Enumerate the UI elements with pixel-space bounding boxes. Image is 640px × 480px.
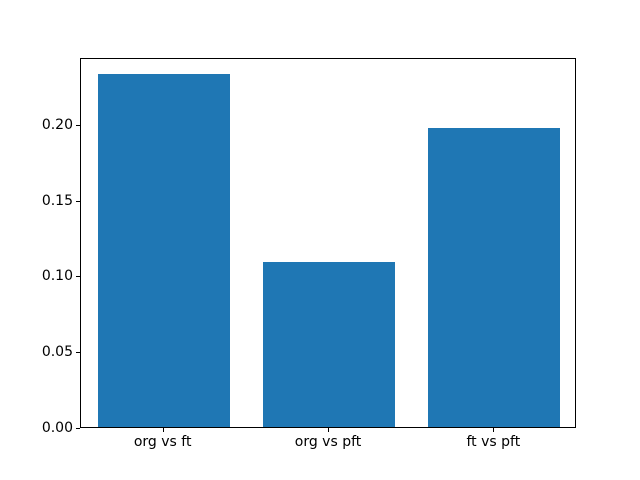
y-axis-tick-mark <box>76 352 80 354</box>
x-axis-category-label: org vs ft <box>133 434 192 450</box>
bar-org-vs-pft <box>262 261 396 427</box>
bar-ft-vs-pft <box>428 128 561 427</box>
bar-org-vs-ft <box>97 73 230 427</box>
y-axis-tick-label: 0.05 <box>41 344 73 361</box>
x-axis-tick-mark <box>493 428 495 432</box>
x-axis-category-label: ft vs pft <box>466 434 521 450</box>
x-axis-tick-mark <box>328 428 329 432</box>
y-axis-tick-mark <box>76 200 80 202</box>
x-axis-category-label: org vs pft <box>294 434 362 450</box>
y-axis-tick-label: 0.15 <box>41 192 73 209</box>
x-axis-tick-mark <box>162 428 164 432</box>
y-axis-tick-mark <box>76 276 80 278</box>
y-axis-tick-label: 0.10 <box>41 268 73 285</box>
y-axis-tick-label: 0.00 <box>41 420 73 436</box>
plot-area <box>80 58 576 428</box>
y-axis-tick-mark <box>76 428 80 429</box>
y-axis-tick-mark <box>76 124 80 126</box>
y-axis-tick-label: 0.20 <box>41 116 73 133</box>
